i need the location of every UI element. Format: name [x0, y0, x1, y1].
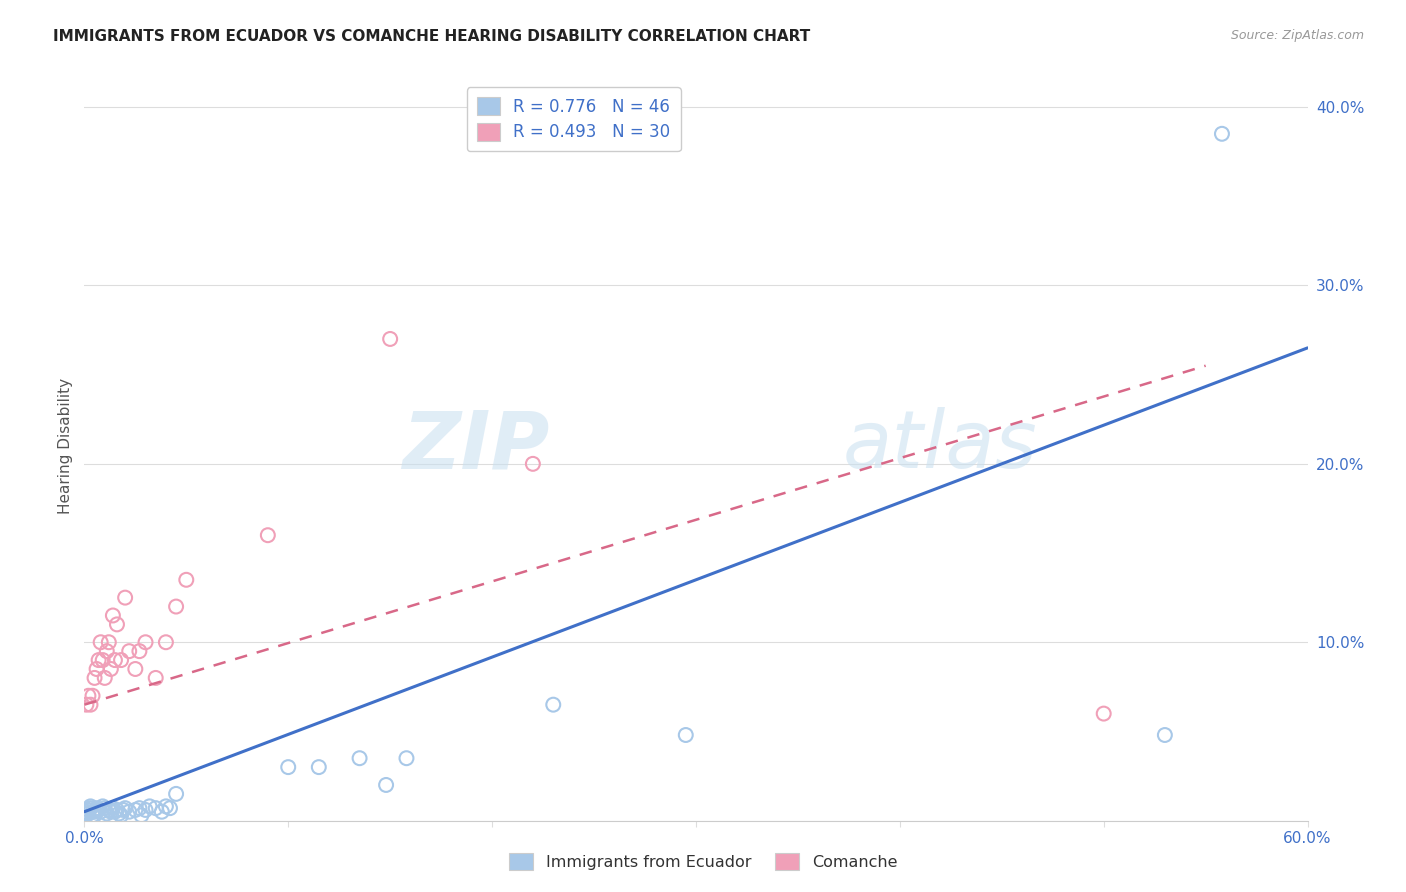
Text: IMMIGRANTS FROM ECUADOR VS COMANCHE HEARING DISABILITY CORRELATION CHART: IMMIGRANTS FROM ECUADOR VS COMANCHE HEAR… [53, 29, 811, 44]
Text: Source: ZipAtlas.com: Source: ZipAtlas.com [1230, 29, 1364, 42]
Point [82, 689, 104, 703]
Point [375, 778, 398, 792]
Point [91, 653, 114, 667]
Point [349, 751, 371, 765]
Point [522, 457, 544, 471]
Point [83, 808, 105, 822]
Point [87, 803, 110, 817]
Point [82, 805, 104, 819]
Y-axis label: Hearing Disability: Hearing Disability [58, 378, 73, 514]
Point [97, 803, 120, 817]
Point [308, 760, 330, 774]
Text: ZIP: ZIP [402, 407, 550, 485]
Point [155, 635, 177, 649]
Point [159, 801, 181, 815]
Point [82, 808, 104, 822]
Point [105, 617, 128, 632]
Point [77, 689, 100, 703]
Point [79, 801, 101, 815]
Point [90, 635, 112, 649]
Point [138, 799, 160, 814]
Point [543, 698, 565, 712]
Point [75, 805, 97, 819]
Legend: Immigrants from Ecuador, Comanche: Immigrants from Ecuador, Comanche [502, 847, 904, 877]
Point [75, 806, 97, 821]
Point [112, 803, 135, 817]
Point [101, 608, 124, 623]
Point [90, 805, 112, 819]
Point [135, 635, 157, 649]
Point [100, 805, 122, 819]
Point [75, 698, 97, 712]
Point [91, 799, 114, 814]
Point [96, 806, 118, 821]
Point [118, 805, 141, 819]
Point [79, 799, 101, 814]
Point [131, 808, 153, 822]
Point [150, 805, 173, 819]
Point [108, 806, 131, 821]
Point [1211, 127, 1233, 141]
Point [1092, 706, 1115, 721]
Text: atlas: atlas [842, 407, 1038, 485]
Legend: R = 0.776   N = 46, R = 0.493   N = 30: R = 0.776 N = 46, R = 0.493 N = 30 [467, 87, 681, 151]
Point [124, 803, 146, 817]
Point [277, 760, 299, 774]
Point [165, 787, 187, 801]
Point [87, 653, 110, 667]
Point [110, 808, 132, 822]
Point [257, 528, 280, 542]
Point [104, 653, 127, 667]
Point [174, 573, 197, 587]
Point [155, 799, 177, 814]
Point [77, 806, 100, 821]
Point [79, 698, 101, 712]
Point [105, 803, 128, 817]
Point [96, 644, 118, 658]
Point [101, 801, 124, 815]
Point [86, 803, 108, 817]
Point [165, 599, 187, 614]
Point [114, 801, 136, 815]
Point [104, 805, 127, 819]
Point [124, 662, 146, 676]
Point [83, 805, 105, 819]
Point [145, 671, 167, 685]
Point [86, 662, 108, 676]
Point [114, 591, 136, 605]
Point [128, 801, 150, 815]
Point [118, 644, 141, 658]
Point [77, 803, 100, 817]
Point [1154, 728, 1177, 742]
Point [110, 653, 132, 667]
Point [93, 671, 115, 685]
Point [380, 332, 402, 346]
Point [97, 635, 120, 649]
Point [675, 728, 697, 742]
Point [86, 801, 108, 815]
Point [135, 803, 157, 817]
Point [128, 644, 150, 658]
Point [93, 801, 115, 815]
Point [100, 662, 122, 676]
Point [395, 751, 418, 765]
Point [145, 801, 167, 815]
Point [83, 671, 105, 685]
